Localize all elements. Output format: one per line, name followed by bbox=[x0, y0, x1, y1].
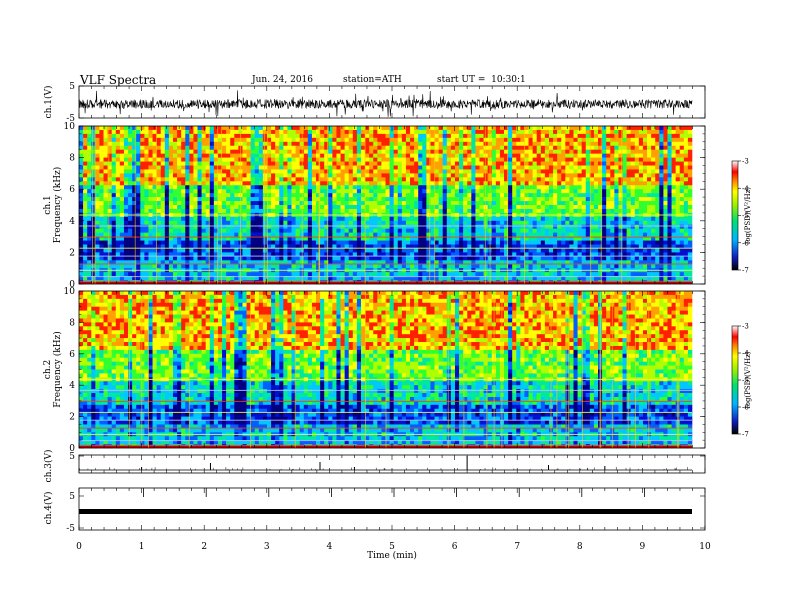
ch.1-freq-ytick: 2 bbox=[69, 248, 75, 258]
x-axis-tick-label: 10 bbox=[699, 542, 711, 552]
ch3-waveform-ytick: 5 bbox=[69, 452, 75, 462]
ch.1-colorbar-tick: -5 bbox=[742, 212, 749, 220]
ch.1-colorbar-tick: -3 bbox=[742, 158, 749, 166]
ch.2-freq-ytick: 8 bbox=[69, 318, 75, 328]
ch.2-freq-ytick: 10 bbox=[64, 287, 76, 297]
ch.1-colorbar-tick: -4 bbox=[742, 185, 749, 193]
spectrogram-ch1 bbox=[79, 126, 693, 285]
x-axis-label: Time (min) bbox=[367, 550, 417, 561]
ch4-waveform-trace bbox=[79, 509, 692, 514]
ch3-waveform-ylabel: ch.3(V) bbox=[43, 450, 54, 483]
ch.2-freq-ytick: 0 bbox=[69, 444, 75, 454]
ch.1-freq-ytick: 10 bbox=[64, 122, 76, 132]
ch.2-freq-ytick: 4 bbox=[69, 381, 75, 391]
x-axis-tick-label: 4 bbox=[327, 542, 333, 552]
ch.1-freq-ytick: 8 bbox=[69, 154, 75, 164]
ch.1-colorbar-tick: -6 bbox=[742, 239, 749, 247]
ch.2-colorbar bbox=[731, 325, 739, 435]
x-axis-tick-label: 8 bbox=[577, 542, 583, 552]
ch.2-colorbar-tick: -4 bbox=[742, 350, 749, 358]
ch.2-label: ch.2 bbox=[43, 360, 53, 379]
ch.2-colorbar-tick: -3 bbox=[742, 323, 749, 331]
figure-title: VLF Spectra bbox=[80, 73, 157, 87]
x-axis-tick-label: 7 bbox=[514, 542, 520, 552]
x-axis-tick-label: 9 bbox=[640, 542, 646, 552]
ch4-waveform-ytick: 5 bbox=[69, 492, 75, 502]
ch.1-freq-ytick: 6 bbox=[69, 185, 75, 195]
figure-station: station=ATH bbox=[343, 75, 402, 85]
ch.1-ylabel: Frequency (kHz) bbox=[52, 167, 63, 244]
ch.2-colorbar-tick: -7 bbox=[742, 431, 749, 439]
figure-start-time: start UT = 10:30:1 bbox=[437, 75, 526, 85]
ch.2-colorbar-tick: -6 bbox=[742, 404, 749, 412]
ch.2-colorbar-tick: -5 bbox=[742, 377, 749, 385]
ch.1-freq-ytick: 4 bbox=[69, 217, 75, 227]
ch.1-label: ch.1 bbox=[43, 195, 53, 214]
ch4-waveform-ylabel: ch.4(V) bbox=[43, 492, 54, 525]
ch.2-ylabel: Frequency (kHz) bbox=[52, 331, 63, 408]
x-axis-tick-label: 2 bbox=[201, 542, 207, 552]
x-axis-tick-label: 5 bbox=[389, 542, 395, 552]
ch1-waveform-ytick: 5 bbox=[69, 82, 75, 92]
ch4-waveform-ytick: -5 bbox=[66, 524, 75, 534]
figure-date: Jun. 24, 2016 bbox=[252, 75, 314, 85]
ch.2-colorbar-label: log(PSD)(V²/Hz) bbox=[744, 351, 752, 408]
ch.2-freq-ytick: 6 bbox=[69, 350, 75, 360]
ch.1-colorbar-tick: -7 bbox=[742, 267, 749, 275]
ch1-waveform-trace bbox=[78, 90, 693, 117]
ch.1-colorbar-label: log(PSD)(V²/Hz) bbox=[744, 187, 752, 244]
ch.2-freq-ytick: 2 bbox=[69, 413, 75, 423]
x-axis-tick-label: 0 bbox=[76, 542, 82, 552]
x-axis-tick-label: 1 bbox=[139, 542, 145, 552]
ch.1-freq-ytick: 0 bbox=[69, 280, 75, 290]
ch.1-colorbar bbox=[731, 160, 739, 271]
ch1-waveform-ylabel: ch.1(V) bbox=[43, 86, 54, 119]
x-axis-tick-label: 3 bbox=[264, 542, 270, 552]
ch1-waveform-ytick: -5 bbox=[66, 114, 75, 124]
spectrogram-ch2 bbox=[79, 291, 693, 449]
x-axis-tick-label: 6 bbox=[452, 542, 458, 552]
